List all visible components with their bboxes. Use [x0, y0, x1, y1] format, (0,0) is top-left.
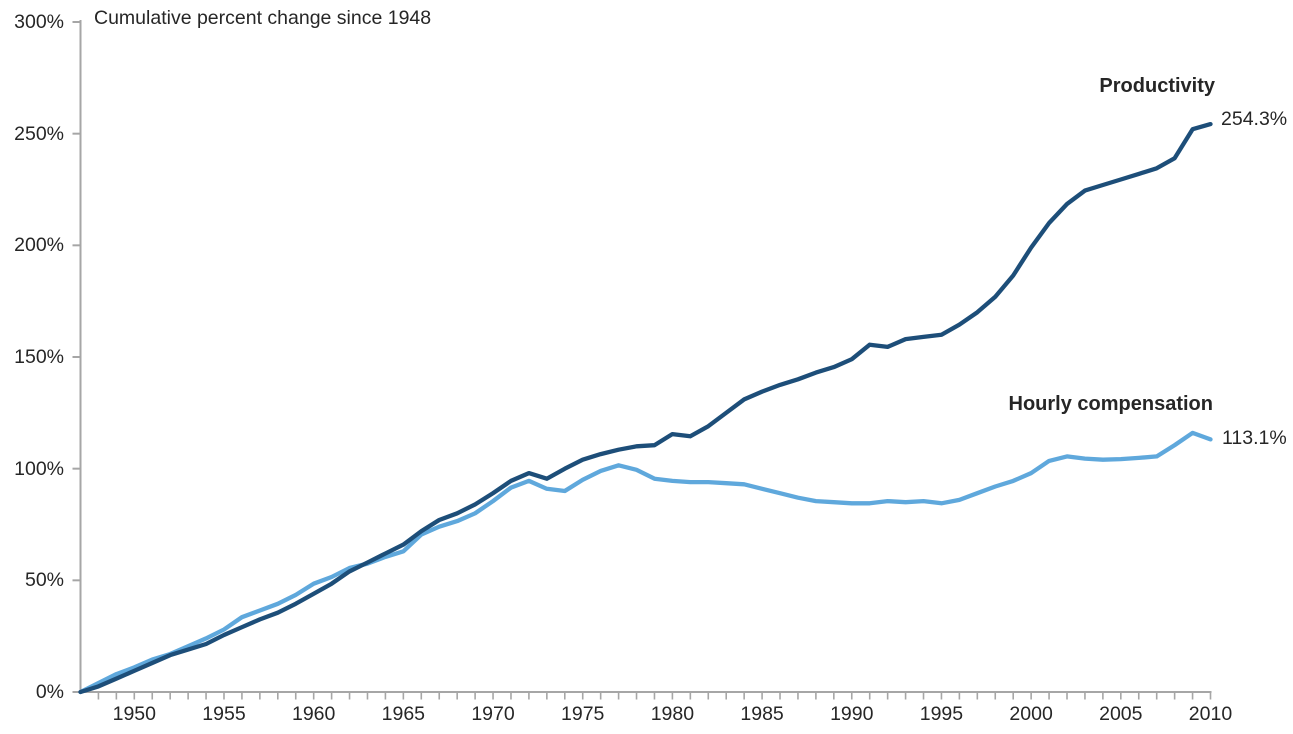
- y-tick-label: 200%: [14, 234, 64, 257]
- y-tick-label: 300%: [14, 11, 64, 33]
- x-tick-label: 2000: [1009, 703, 1053, 725]
- x-tick-label: 2010: [1188, 703, 1233, 725]
- hourly-compensation-series-label: Hourly compensation: [1008, 393, 1213, 415]
- x-tick-label: 1985: [740, 703, 784, 725]
- x-tick-label: 1995: [919, 703, 964, 725]
- x-tick-label: 1955: [202, 703, 246, 725]
- y-tick-label: 100%: [14, 457, 64, 480]
- productivity-series-label: Productivity: [1099, 75, 1215, 97]
- x-tick-label: 1975: [561, 703, 605, 725]
- x-tick-label: 2005: [1099, 703, 1143, 725]
- hourly-compensation-line: [78, 430, 1213, 695]
- x-tick-label: 1965: [381, 703, 426, 725]
- y-tick-label: 0%: [35, 681, 64, 703]
- y-tick-label: 50%: [24, 569, 64, 592]
- x-tick-label: 1950: [112, 703, 156, 725]
- x-tick-label: 1990: [830, 703, 874, 725]
- productivity-line: [78, 121, 1213, 695]
- x-tick-label: 1970: [471, 703, 515, 725]
- y-tick-label: 250%: [14, 122, 64, 145]
- x-tick-label: 1980: [650, 703, 695, 725]
- hourly-compensation-end-value: 113.1%: [1222, 427, 1287, 449]
- chart-title: Cumulative percent change since 1948: [94, 7, 432, 29]
- x-tick-label: 1960: [291, 703, 336, 725]
- productivity-end-value: 254.3%: [1221, 108, 1288, 130]
- y-tick-label: 150%: [14, 346, 64, 368]
